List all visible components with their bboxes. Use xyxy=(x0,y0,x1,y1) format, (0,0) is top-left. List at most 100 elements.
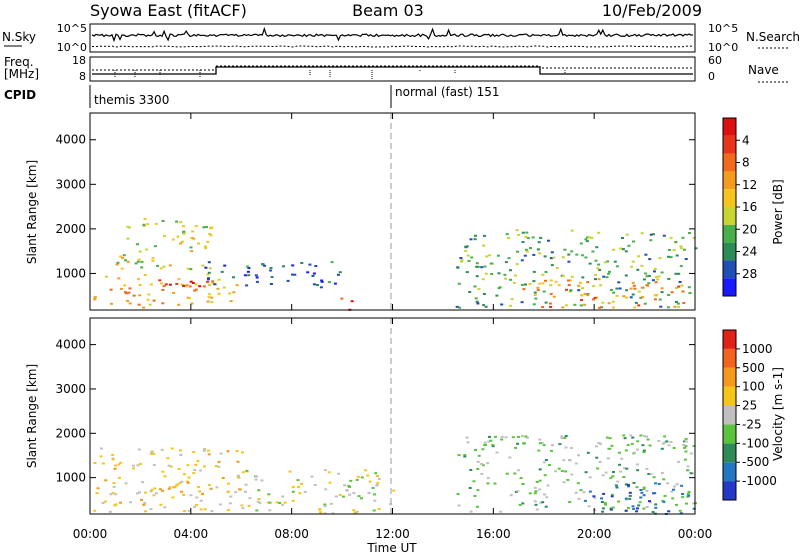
heatmap-cell xyxy=(336,273,340,276)
heatmap-cell xyxy=(206,273,210,276)
heatmap-cell xyxy=(171,496,175,499)
heatmap-cell xyxy=(568,459,571,461)
heatmap-cell xyxy=(195,496,199,499)
heatmap-cell xyxy=(570,275,574,278)
heatmap-cell xyxy=(573,303,577,306)
heatmap-cell xyxy=(629,287,633,290)
heatmap-cell xyxy=(217,292,221,295)
heatmap-cell xyxy=(245,469,249,472)
heatmap-cell xyxy=(516,469,520,472)
heatmap-cell xyxy=(189,494,193,497)
heatmap-cell xyxy=(612,248,616,251)
heatmap-cell xyxy=(138,463,142,465)
heatmap-cell xyxy=(196,460,200,463)
heatmap-cell xyxy=(96,487,100,490)
heatmap-cell xyxy=(656,278,660,281)
heatmap-cell xyxy=(549,279,553,282)
heatmap-cell xyxy=(216,287,220,290)
heatmap-cell xyxy=(628,491,632,494)
heatmap-cell xyxy=(201,264,205,267)
heatmap-cell xyxy=(484,272,488,275)
colorbar-swatch xyxy=(723,135,736,154)
heatmap-cell xyxy=(153,487,157,490)
heatmap-cell xyxy=(474,297,478,300)
heatmap-cell xyxy=(348,485,351,488)
power-ylabel: Slant Range [km] xyxy=(25,160,39,264)
heatmap-cell xyxy=(642,278,646,281)
heatmap-cell xyxy=(509,269,512,272)
heatmap-cell xyxy=(536,289,540,292)
heatmap-cell xyxy=(625,233,629,236)
heatmap-cell xyxy=(558,443,562,446)
heatmap-cell xyxy=(297,485,301,488)
heatmap-cell xyxy=(355,510,359,513)
heatmap-cell xyxy=(561,256,565,259)
heatmap-cell xyxy=(128,302,132,305)
heatmap-cell xyxy=(540,441,544,444)
heatmap-cell xyxy=(152,452,156,455)
heatmap-cell xyxy=(466,441,470,444)
heatmap-cell xyxy=(631,260,635,263)
heatmap-cell xyxy=(154,222,158,225)
heatmap-cell xyxy=(209,487,213,490)
heatmap-cell xyxy=(648,500,651,503)
heatmap-cell xyxy=(306,271,310,274)
heatmap-cell xyxy=(281,503,285,506)
heatmap-cell xyxy=(621,237,624,239)
heatmap-cell xyxy=(646,438,650,441)
heatmap-cell xyxy=(615,486,619,489)
heatmap-cell xyxy=(267,493,271,496)
heatmap-cell xyxy=(533,492,537,495)
heatmap-cell xyxy=(244,483,248,486)
heatmap-cell xyxy=(535,508,539,511)
heatmap-cell xyxy=(193,469,197,471)
heatmap-cell xyxy=(659,305,663,308)
heatmap-cell xyxy=(587,505,591,508)
power-panel: 1000 2000 3000 4000 Slant Range [km] xyxy=(25,112,698,311)
x-tick-label: 12:00 xyxy=(375,527,410,541)
heatmap-cell xyxy=(662,500,666,503)
heatmap-cell xyxy=(161,489,165,492)
heatmap-cell xyxy=(483,265,487,268)
heatmap-cell xyxy=(633,287,637,290)
heatmap-cell xyxy=(103,500,107,503)
heatmap-cell xyxy=(161,220,165,222)
heatmap-cell xyxy=(598,461,602,463)
heatmap-cell xyxy=(637,255,640,258)
heatmap-cell xyxy=(631,436,635,439)
heatmap-cell xyxy=(663,441,667,444)
heatmap-cell xyxy=(460,260,464,263)
heatmap-cell xyxy=(320,279,324,282)
heatmap-cell xyxy=(624,449,628,452)
heatmap-cell xyxy=(675,287,678,289)
heatmap-cell xyxy=(190,250,194,253)
heatmap-cell xyxy=(177,303,181,306)
heatmap-cell xyxy=(602,492,606,495)
heatmap-cell xyxy=(670,291,674,294)
heatmap-cell xyxy=(677,272,681,275)
heatmap-cell xyxy=(662,478,666,481)
heatmap-cell xyxy=(482,304,486,307)
heatmap-cell xyxy=(144,510,147,513)
heatmap-cell xyxy=(480,463,484,465)
heatmap-cell xyxy=(538,282,542,285)
heatmap-cell xyxy=(122,254,126,257)
heatmap-cell xyxy=(683,248,686,251)
heatmap-cell xyxy=(570,473,574,476)
colorbar-tick-label: 20 xyxy=(742,222,757,236)
heatmap-cell xyxy=(629,434,633,437)
heatmap-cell xyxy=(560,435,564,438)
heatmap-cell xyxy=(504,277,508,280)
heatmap-cell xyxy=(642,451,646,454)
heatmap-cell xyxy=(126,299,130,302)
heatmap-cell xyxy=(255,509,259,512)
heatmap-cell xyxy=(194,283,198,286)
heatmap-cell xyxy=(557,467,561,470)
heatmap-cell xyxy=(543,474,547,477)
colorbar-swatch xyxy=(723,224,736,243)
heatmap-cell xyxy=(619,470,623,473)
heatmap-cell xyxy=(544,279,547,282)
nave-label: Nave xyxy=(748,63,779,77)
heatmap-cell xyxy=(582,491,586,494)
